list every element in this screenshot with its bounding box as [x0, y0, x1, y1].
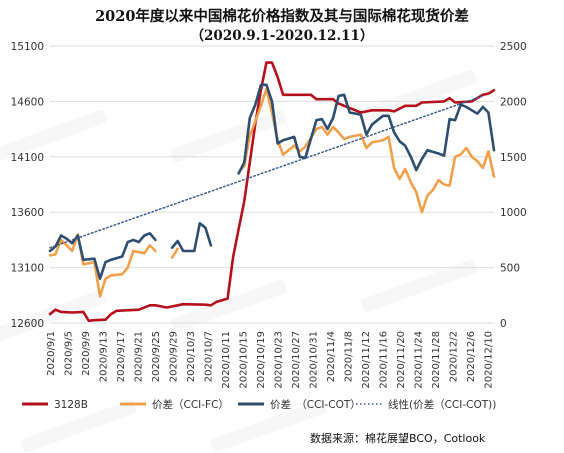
x-axis-tick-label: 2020/9/5: [63, 331, 74, 376]
x-axis-tick-label: 2020/10/15: [238, 331, 249, 389]
watermark-mark: [170, 109, 287, 163]
series-line-fc: [237, 87, 496, 214]
watermark-mark: [0, 289, 107, 343]
series-line-trend: [49, 95, 484, 249]
left-axis-tick-label: 14100: [11, 152, 44, 164]
right-axis-tick-label: 500: [500, 263, 520, 275]
watermark-mark: [20, 399, 137, 453]
x-axis-tick-label: 2020/11/24: [413, 331, 424, 389]
watermark-mark: [0, 109, 107, 163]
x-axis-tick-label: 2020/9/1: [46, 331, 57, 376]
x-axis-tick-label: 2020/12/10: [483, 331, 494, 389]
series-line-fc: [170, 247, 179, 259]
x-axis-tick-label: 2020/12/6: [466, 331, 477, 382]
legend-label-s3128b: 3128B: [54, 399, 88, 411]
left-axis-tick-label: 14600: [11, 96, 44, 108]
x-axis-tick-label: 2020/12/2: [448, 331, 459, 382]
legend-label-fc: 价差（CCI-FC）: [152, 398, 229, 411]
x-axis-tick-label: 2020/11/12: [361, 331, 372, 389]
left-axis-tick-label: 15100: [11, 41, 44, 53]
left-axis-tick-label: 12600: [11, 318, 44, 330]
x-axis-tick-label: 2020/9/25: [151, 331, 162, 382]
chart-title: 2020年度以来中国棉花价格指数及其与国际棉花现货价差: [95, 8, 469, 25]
left-axis-tick-label: 13100: [11, 263, 44, 275]
legend-label-trend: 线性(价差（CCI-COT)): [388, 398, 496, 411]
x-axis-tick-label: 2020/9/9: [81, 331, 92, 376]
watermark-mark: [170, 279, 287, 333]
x-axis-tick-label: 2020/10/23: [273, 331, 284, 389]
legend-label-cot: 价差 （CCI-COT）: [270, 398, 361, 411]
x-axis-tick-label: 2020/9/21: [133, 331, 144, 382]
watermark-mark: [360, 259, 477, 313]
x-axis-tick-label: 2020/9/29: [168, 331, 179, 382]
right-axis-tick-label: 0: [500, 318, 507, 330]
x-axis-tick-label: 2020/11/8: [343, 331, 354, 382]
watermark-mark: [210, 399, 327, 453]
right-axis-tick-label: 1500: [500, 152, 527, 164]
x-axis-tick-label: 2020/10/11: [221, 331, 232, 389]
series-line-cot: [170, 222, 213, 253]
chart-subtitle: （2020.9.1-2020.12.11）: [190, 28, 374, 44]
series-line-cot: [237, 83, 496, 175]
x-axis-tick-label: 2020/11/4: [326, 331, 337, 382]
left-axis-tick-label: 13600: [11, 207, 44, 219]
x-axis-tick-label: 2020/9/17: [116, 331, 127, 382]
x-axis-tick-label: 2020/11/16: [378, 331, 389, 389]
x-axis-tick-label: 2020/10/19: [256, 331, 267, 389]
x-axis-tick-label: 2020/10/27: [291, 331, 302, 389]
x-axis-tick-label: 2020/10/31: [308, 331, 319, 389]
x-axis-tick-label: 2020/11/20: [396, 331, 407, 389]
series-line-fc: [48, 233, 157, 298]
watermark-mark: [360, 69, 477, 123]
right-axis-tick-label: 2500: [500, 41, 527, 53]
x-axis-tick-label: 2020/11/28: [431, 331, 442, 389]
series-line-cot: [48, 232, 157, 280]
right-axis-tick-label: 1000: [500, 207, 527, 219]
x-axis-tick-label: 2020/10/7: [203, 331, 214, 382]
x-axis-tick-label: 2020/9/13: [98, 331, 109, 382]
data-source-note: 数据来源：棉花展望BCO，Cotlook: [310, 432, 486, 445]
x-axis-tick-label: 2020/10/3: [186, 331, 197, 382]
right-axis-tick-label: 2000: [500, 96, 527, 108]
